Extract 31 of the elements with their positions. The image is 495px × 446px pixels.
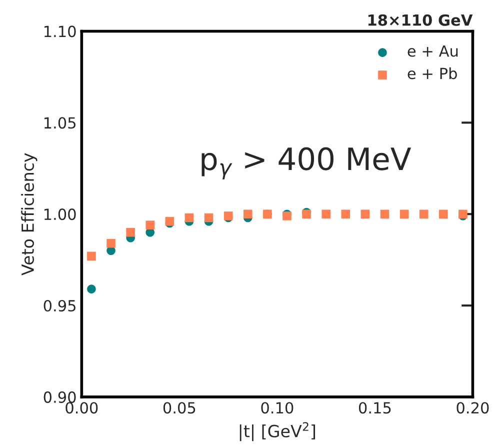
point	[204, 213, 214, 222]
point	[322, 210, 330, 218]
point	[341, 210, 350, 218]
point	[419, 210, 428, 218]
x-tick-label: 0.20	[456, 402, 489, 414]
x-axis-title: |t| [GeV$^{2}$]	[240, 422, 316, 442]
y-tick-label: 0.90	[44, 391, 76, 403]
y-axis-title: Veto Efficiency	[21, 153, 38, 276]
x-tick-label: 0.05	[163, 402, 196, 414]
legend-label: e + Au	[408, 45, 458, 57]
point	[184, 213, 194, 222]
x-tick-label: 0.15	[358, 402, 391, 414]
x-tick-label: 0.00	[66, 402, 98, 414]
point	[243, 210, 252, 218]
chart-title: 18×110 GeV	[368, 14, 473, 26]
annotation: p$_{γ}$ > 400 MeV	[202, 147, 412, 180]
point	[87, 252, 96, 261]
point	[126, 228, 135, 237]
point	[106, 238, 116, 248]
legend-label: e + Pb	[408, 67, 457, 80]
point	[87, 284, 96, 294]
y-tick-label: 1.10	[44, 26, 76, 38]
y-tick-label: 1.05	[44, 117, 76, 129]
x-tick-label: 0.10	[261, 402, 294, 414]
point	[360, 210, 370, 218]
point	[439, 210, 448, 218]
point	[380, 210, 390, 218]
point	[146, 220, 154, 230]
y-tick-label: 0.95	[44, 300, 76, 312]
point	[400, 210, 409, 218]
y-tick-label: 1.00	[44, 208, 76, 220]
